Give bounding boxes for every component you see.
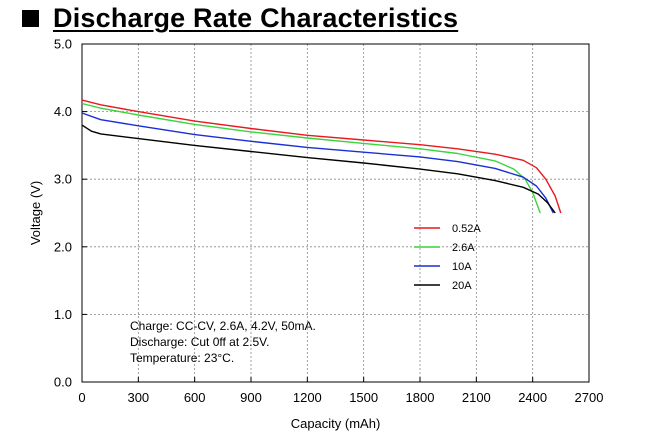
y-tick-label: 0.0	[54, 375, 72, 390]
grid	[82, 44, 589, 382]
legend-label: 20A	[452, 280, 472, 292]
legend-label: 10A	[452, 261, 472, 273]
series-line-10a	[81, 112, 554, 214]
page-title: Discharge Rate Characteristics	[22, 0, 458, 36]
annotation-text: Charge: CC-CV, 2.6A, 4.2V, 50mA.	[130, 319, 316, 333]
x-tick-label: 300	[127, 390, 149, 405]
annotation-text: Temperature: 23°C.	[130, 351, 234, 365]
x-tick-label: 600	[184, 390, 206, 405]
series-line-0-52a	[81, 99, 562, 214]
y-axis-label: Voltage (V)	[28, 181, 43, 245]
x-tick-label: 2100	[462, 390, 491, 405]
x-tick-label: 1200	[293, 390, 322, 405]
title-bullet-icon	[22, 9, 39, 27]
annotations: Charge: CC-CV, 2.6A, 4.2V, 50mA. Discharg…	[130, 319, 316, 365]
y-tick-label: 3.0	[54, 172, 72, 187]
axis-ticks: 0 300 600 900 1200 1500 1800 2100 2400 2700 0.0 1.0…	[54, 37, 604, 406]
legend: 0.52A 2.6A 10A 20A	[414, 223, 481, 292]
series-lines	[81, 99, 562, 214]
x-tick-label: 2400	[518, 390, 547, 405]
x-tick-label: 1500	[349, 390, 378, 405]
legend-label: 0.52A	[452, 223, 481, 235]
y-tick-label: 4.0	[54, 104, 72, 119]
y-tick-label: 1.0	[54, 307, 72, 322]
x-axis-label: Capacity (mAh)	[291, 416, 381, 431]
series-line-20a	[81, 124, 556, 214]
y-tick-label: 5.0	[54, 37, 72, 52]
x-tick-label: 2700	[575, 390, 604, 405]
x-tick-label: 900	[240, 390, 262, 405]
y-tick-label: 2.0	[54, 239, 72, 254]
legend-label: 2.6A	[452, 242, 475, 254]
x-tick-label: 0	[78, 390, 85, 405]
x-tick-label: 1800	[406, 390, 435, 405]
annotation-text: Discharge: Cut 0ff at 2.5V.	[130, 335, 269, 349]
page-title-text: Discharge Rate Characteristics	[53, 3, 459, 33]
plot-frame	[81, 43, 590, 383]
